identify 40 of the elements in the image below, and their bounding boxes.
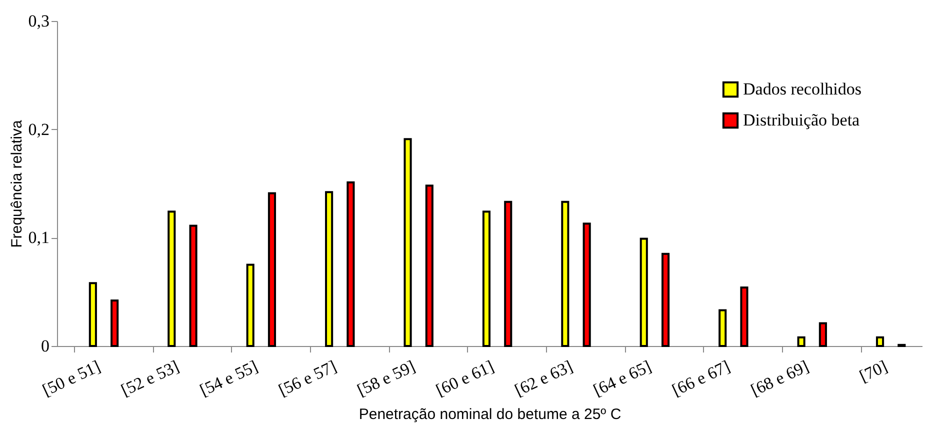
bar [797, 336, 806, 347]
bar [504, 200, 512, 347]
x-tick-label: [64 e 65] [590, 356, 654, 400]
x-tick-label: [50 e 51] [39, 356, 104, 400]
bar [640, 238, 648, 347]
y-tick-label: 0 [41, 336, 50, 356]
x-tick-label: [62 e 63] [512, 356, 576, 400]
bar [246, 264, 254, 347]
bar [168, 210, 176, 347]
bar [268, 192, 276, 347]
bar [818, 322, 827, 347]
legend-label: Dados recolhidos [743, 80, 862, 98]
x-tick-label: [60 e 61] [433, 356, 497, 400]
y-tick-label: 0,3 [28, 12, 50, 30]
y-tick-label: 0,1 [28, 228, 50, 248]
x-axis-title: Penetração nominal do betume a 25º C [358, 406, 622, 423]
bar [740, 286, 748, 347]
x-tick-label: [54 e 55] [196, 356, 261, 400]
x-tick-label: [68 e 69] [748, 356, 812, 400]
y-tick-label: 0,2 [28, 120, 50, 139]
bar [582, 222, 591, 347]
bar [425, 184, 434, 347]
bar [88, 282, 97, 347]
bar [189, 224, 198, 347]
bar [482, 210, 490, 347]
bar [561, 200, 570, 347]
x-tick-label: [58 e 59] [354, 356, 418, 400]
bar [110, 300, 119, 347]
x-tick-label: [52 e 53] [118, 356, 182, 400]
bar [404, 138, 412, 347]
x-tick-label: [70] [856, 356, 890, 386]
y-axis-title: Frequência relativa [8, 120, 26, 248]
x-tick-label: [66 e 67] [669, 356, 733, 400]
bar [662, 252, 670, 347]
x-tick-label: [56 e 57] [276, 356, 340, 400]
legend-label: Distribuição beta [743, 110, 860, 130]
bar [346, 181, 355, 347]
bar [876, 336, 884, 347]
bar [325, 191, 334, 347]
bar [718, 309, 727, 347]
